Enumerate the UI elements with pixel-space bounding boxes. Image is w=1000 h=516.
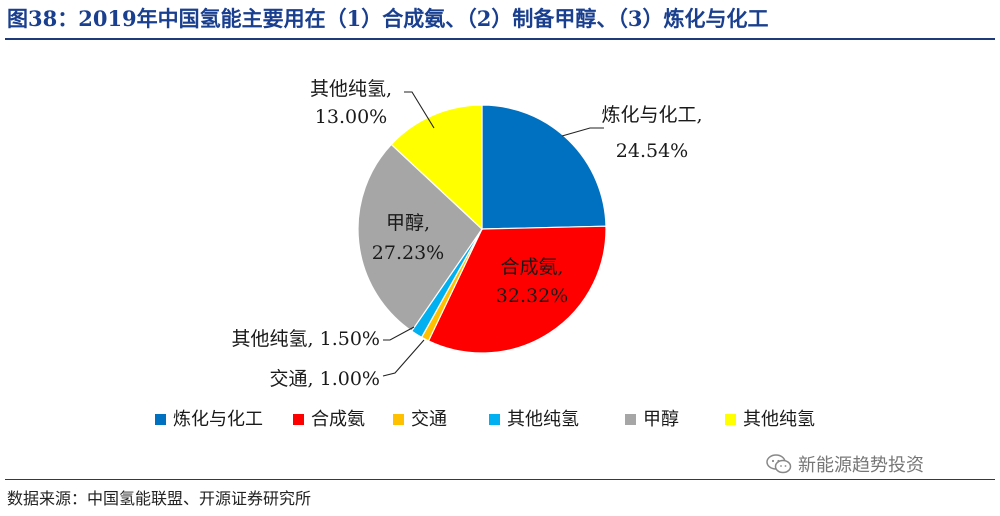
slice-label: 其他纯氢, — [310, 78, 392, 100]
legend-label: 甲醇 — [643, 409, 679, 430]
legend-label: 交通 — [411, 409, 447, 430]
legend-label: 其他纯氢 — [743, 409, 815, 430]
pie-slice — [481, 104, 607, 230]
leader-line — [382, 339, 425, 377]
figure-title: 图38：2019年中国氢能主要用在（1）合成氨、（2）制备甲醇、（3）炼化与化工 — [7, 6, 769, 31]
legend-swatch — [489, 414, 500, 425]
legend-swatch — [725, 414, 736, 425]
legend: 炼化与化工 合成氨 交通 其他纯氢 甲醇 其他纯氢 — [155, 409, 815, 430]
watermark-text: 新能源趋势投资 — [798, 455, 924, 476]
pie-slice — [427, 225, 607, 354]
leader-lines — [382, 91, 604, 377]
legend-swatch — [625, 414, 636, 425]
title-divider — [5, 38, 995, 40]
leader-line — [404, 91, 435, 129]
source-note: 数据来源：中国氢能联盟、开源证券研究所 — [7, 489, 312, 508]
pie-slices — [357, 104, 607, 354]
footer-divider — [5, 479, 995, 480]
pie-slice — [390, 104, 483, 231]
legend-label: 炼化与化工 — [173, 409, 263, 430]
slice-label: 其他纯氢, 1.50% — [232, 328, 380, 350]
slice-value-label: 13.00% — [315, 106, 387, 128]
slice-value-label: 32.32% — [496, 285, 568, 307]
slice-label: 炼化与化工, — [601, 104, 702, 126]
slice-value-label: 27.23% — [372, 242, 444, 264]
leader-line — [561, 127, 604, 137]
watermark: 新能源趋势投资 — [766, 452, 924, 476]
slice-label: 甲醇, — [386, 212, 430, 234]
wechat-icon — [766, 454, 792, 474]
legend-swatch — [393, 414, 404, 425]
legend-label: 其他纯氢 — [507, 409, 579, 430]
leader-line — [383, 326, 415, 341]
slice-labels: 炼化与化工, 24.54% 合成氨, 32.32% 交通, 1.00% 其他纯氢, 1.5… — [232, 78, 703, 390]
slice-value-label: 24.54% — [616, 140, 688, 162]
legend-swatch — [293, 414, 304, 425]
pie-slice — [357, 143, 483, 332]
slice-label: 合成氨, — [500, 256, 563, 278]
slice-label: 交通, 1.00% — [270, 368, 380, 390]
legend-label: 合成氨 — [311, 409, 365, 430]
legend-swatch — [155, 414, 166, 425]
